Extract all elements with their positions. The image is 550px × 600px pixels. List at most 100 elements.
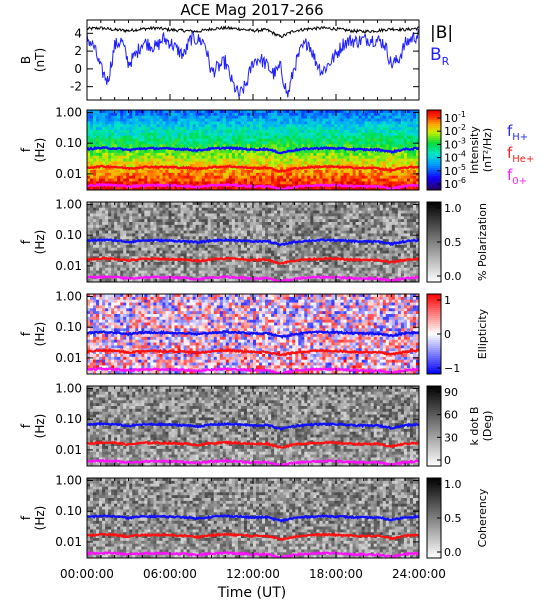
intensity-pixel [391, 167, 396, 171]
intensity-pixel [259, 152, 263, 157]
intensity-pixel [141, 118, 145, 122]
polarization-pixel [186, 230, 191, 234]
intensity-pixel [102, 130, 106, 134]
intensity-pixel [256, 187, 260, 190]
intensity-pixel [228, 150, 233, 154]
intensity-pixel [153, 170, 157, 174]
intensity-pixel [114, 164, 118, 168]
polarization-pixel [204, 230, 209, 234]
intensity-pixel [325, 172, 329, 177]
intensity-pixel [108, 152, 112, 157]
polarization-pixel [180, 242, 184, 246]
polarization-pixel [201, 253, 206, 257]
intensity-pixel [153, 124, 157, 128]
polarization-pixel [268, 216, 272, 220]
polarization-pixel [237, 259, 242, 263]
polarization-pixel [90, 262, 94, 266]
intensity-pixel [114, 130, 118, 134]
intensity-pixel [388, 124, 393, 128]
intensity-pixel [180, 158, 184, 162]
intensity-pixel [388, 172, 393, 177]
intensity-pixel [138, 181, 142, 185]
intensity-pixel [93, 161, 97, 165]
polarization-pixel [168, 247, 172, 251]
intensity-pixel [216, 155, 221, 159]
intensity-pixel [295, 175, 299, 179]
intensity-pixel [259, 110, 263, 114]
intensity-pixel [183, 158, 187, 162]
polarization-pixel [96, 259, 100, 263]
intensity-pixel [159, 124, 163, 128]
intensity-pixel [256, 121, 260, 125]
polarization-pixel [159, 273, 163, 277]
polarization-pixel [105, 207, 109, 211]
intensity-pixel [295, 118, 299, 122]
intensity-pixel [114, 112, 118, 117]
polarization-pixel [93, 242, 97, 246]
intensity-pixel [162, 141, 166, 145]
polarization-pixel [228, 264, 233, 269]
series-line-b-r [86, 28, 420, 98]
intensity-pixel [129, 150, 133, 154]
intensity-pixel [87, 187, 91, 190]
intensity-pixel [222, 158, 227, 162]
intensity-pixel [364, 170, 369, 174]
polarization-pixel [120, 236, 124, 240]
intensity-pixel [307, 112, 311, 117]
intensity-pixel [234, 138, 239, 142]
polarization-pixel [219, 253, 224, 257]
intensity-pixel [222, 135, 227, 139]
intensity-pixel [195, 121, 200, 125]
intensity-pixel [93, 164, 97, 168]
intensity-pixel [286, 132, 290, 137]
polarization-pixel [195, 262, 200, 266]
intensity-pixel [370, 155, 375, 159]
intensity-pixel [216, 181, 221, 185]
polarization-pixel [219, 233, 224, 237]
intensity-pixel [171, 152, 175, 157]
polarization-pixel [246, 262, 251, 266]
polarization-pixel [99, 216, 103, 220]
intensity-pixel [144, 150, 148, 154]
polarization-pixel [108, 264, 112, 269]
polarization-pixel [225, 210, 230, 214]
intensity-pixel [183, 187, 187, 190]
intensity-pixel [394, 152, 399, 157]
polarization-pixel [111, 222, 115, 226]
intensity-pixel [376, 135, 381, 139]
intensity-pixel [313, 167, 317, 171]
intensity-pixel [301, 132, 305, 137]
intensity-pixel [243, 135, 248, 139]
polarization-pixel [129, 233, 133, 237]
intensity-pixel [201, 127, 206, 131]
intensity-pixel [310, 135, 314, 139]
cbar-tick-base: 10 [444, 152, 458, 165]
intensity-pixel [150, 132, 154, 137]
polarization-pixel [246, 270, 251, 274]
intensity-pixel [210, 161, 215, 165]
intensity-pixel [328, 141, 332, 145]
intensity-pixel [90, 118, 94, 122]
intensity-pixel [319, 121, 323, 125]
intensity-pixel [189, 121, 194, 125]
intensity-pixel [259, 132, 263, 137]
polarization-pixel [240, 273, 245, 277]
polarization-pixel [174, 219, 178, 223]
cbar-tick-base: 10 [444, 112, 458, 125]
intensity-pixel [355, 144, 360, 148]
intensity-pixel [225, 161, 230, 165]
intensity-pixel [265, 150, 269, 154]
polarization-pixel [225, 202, 230, 206]
polarization-pixel [256, 262, 260, 266]
polarization-pixel [249, 210, 254, 214]
polarization-pixel [259, 250, 263, 254]
intensity-pixel [144, 172, 148, 177]
intensity-pixel [346, 132, 350, 137]
intensity-pixel [165, 150, 169, 154]
polarization-pixel [96, 267, 100, 271]
polarization-pixel [159, 216, 163, 220]
intensity-pixel [99, 152, 103, 157]
polarization-pixel [138, 259, 142, 263]
polarization-pixel [141, 262, 145, 266]
intensity-pixel [195, 147, 200, 151]
